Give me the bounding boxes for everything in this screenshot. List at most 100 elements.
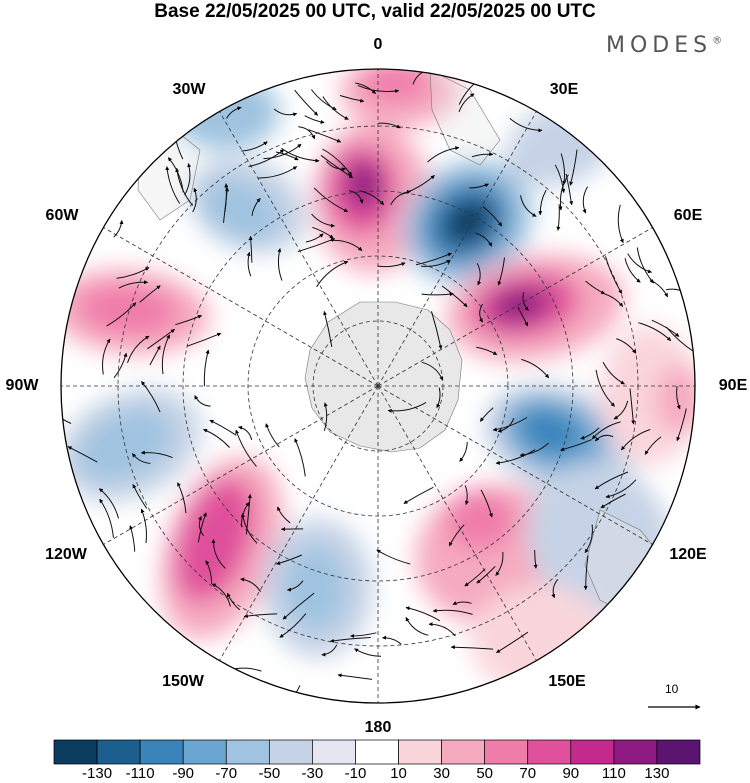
wind-arrow [238,425,253,441]
wind-arrow [378,122,401,129]
wind-arrow [140,450,173,459]
wind-arrow [140,508,147,544]
wind-arrow [258,166,298,179]
lon-label-90w: 90W [5,377,39,394]
wind-streamlines [61,69,695,702]
colorbar-swatch [570,739,615,765]
colorbar-swatch [441,739,486,765]
wind-arrow [184,163,192,196]
wind-arrow [235,429,257,467]
wind-arrow [321,644,338,657]
wind-arrow [616,338,637,354]
colorbar-swatch [312,739,356,765]
wind-arrow [521,358,550,379]
wind-arrow [273,108,298,117]
wind-arrow [357,84,400,94]
anomaly-contour [519,408,581,456]
wind-arrow [376,549,411,565]
colorbar-tick-label: -110 [125,765,155,782]
wind-arrow [584,524,593,554]
colorbar-tick-label: 90 [562,765,580,782]
wind-arrow [644,436,662,455]
wind-arrow [627,253,652,274]
wind-arrow [192,187,198,213]
wind-arrow [613,400,629,420]
wind-arrow [603,293,624,307]
wind-arrow [194,395,211,407]
meridian-line [377,111,537,387]
wind-arrow [676,386,681,410]
wind-arrow [129,525,136,552]
wind-arrow [600,493,626,509]
lon-label-150w: 150W [162,673,204,690]
wind-arrow [421,361,444,381]
wind-arrow [591,421,621,440]
wind-arrow [617,204,624,244]
colorbar-swatch [656,739,701,765]
wind-arrow [560,153,567,185]
wind-arrow [621,429,651,451]
wind-arrow [98,488,119,519]
wind-arrow [175,167,194,206]
wind-arrow [496,631,529,654]
wind-arrow [281,147,320,163]
wind-arrow [355,82,376,95]
wind-arrow [322,96,349,120]
wind-arrow [427,146,460,163]
wind-arrow [585,280,606,295]
wind-arrow [464,568,486,587]
wind-arrow [497,257,505,286]
wind-arrow [294,438,306,477]
wind-arrow [649,279,669,298]
lon-label-30w: 30W [172,81,206,98]
wind-arrow [165,166,181,204]
wind-arrow [605,256,623,294]
meridian-line [219,385,379,661]
wind-arrow [248,235,253,263]
wind-arrow [177,482,187,514]
lon-label-0: 0 [373,36,383,53]
colorbar-tick-label: 30 [433,765,450,782]
lon-label-60e: 60E [673,207,703,224]
colorbar-swatch [139,739,184,765]
colorbar-tick-label: -50 [258,765,281,782]
wind-arrow [211,539,226,569]
wind-arrow [205,560,213,584]
wind-arrow [565,173,574,206]
modes-logo: MODES® [606,33,723,58]
wind-arrow [452,601,472,605]
wind-arrow [203,349,210,387]
wind-arrow [492,417,528,432]
wind-arrow [339,95,365,103]
wind-arrow [479,407,494,422]
wind-arrow [99,498,114,538]
wind-arrow [116,266,150,279]
wind-arrow [226,592,241,611]
wind-arrow [320,154,354,179]
wind-arrow [337,673,373,680]
wind-arrow [629,388,636,425]
wind-arrow [139,285,161,303]
wind-arrow [313,187,349,213]
wind-arrow [354,648,382,657]
wind-arrow [132,484,148,509]
wind-arrow [638,322,672,342]
wind-arrow [509,118,543,133]
wind-arrow [475,232,493,247]
wind-arrow [495,551,504,576]
wind-arrow [311,213,335,228]
wind-arrow [583,555,589,590]
meridian-line [103,227,379,387]
wind-arrow [279,613,307,638]
wind-arrow [243,613,278,618]
wind-arrow [305,233,324,243]
wind-arrow [569,149,578,186]
wind-arrow [582,186,589,214]
wind-arrow [476,566,496,584]
wind-arrow [287,580,304,592]
wind-arrow [323,402,328,431]
wind-arrow [676,408,687,442]
wind-arrow [377,262,406,268]
wind-arrow [275,151,299,161]
